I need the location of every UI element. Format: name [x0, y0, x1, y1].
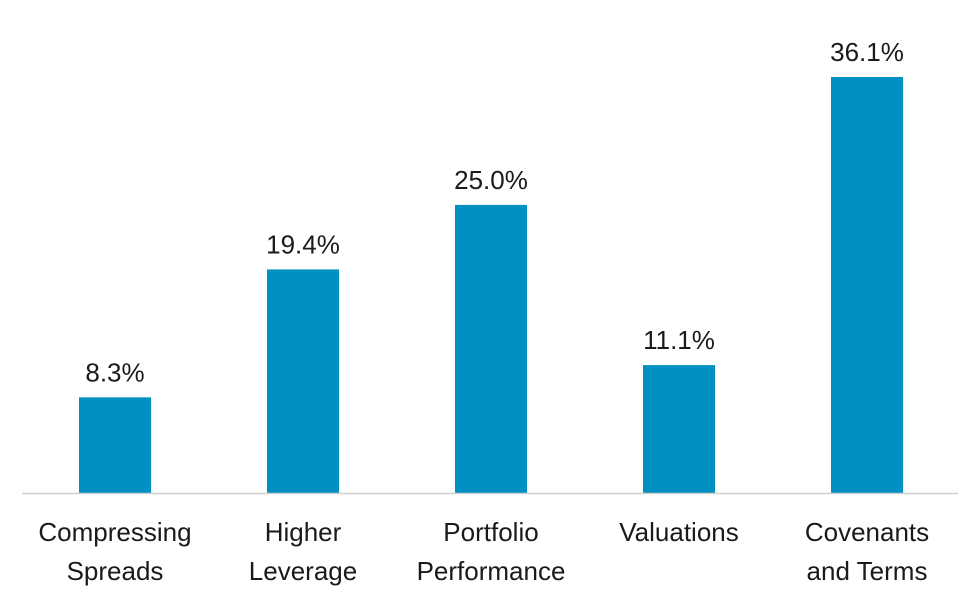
category-label-line: Performance — [417, 556, 566, 586]
category-label-line: Valuations — [619, 517, 739, 547]
category-label-valuations: Valuations — [619, 517, 739, 547]
category-label-portfolio-performance: Portfolio Performance — [417, 517, 566, 586]
value-label-covenants-and-terms: 36.1% — [830, 37, 904, 67]
category-label-line: Compressing — [38, 517, 191, 547]
category-label-higher-leverage: Higher Leverage — [249, 517, 357, 586]
category-label-line: Spreads — [67, 556, 164, 586]
value-label-compressing-spreads: 8.3% — [85, 357, 144, 387]
bars-layer — [79, 77, 903, 493]
category-label-line: Higher — [265, 517, 342, 547]
category-labels-layer: Compressing Spreads Higher Leverage Portfoli… — [38, 517, 929, 586]
category-label-covenants-and-terms: Covenants and Terms — [805, 517, 929, 586]
category-label-line: Leverage — [249, 556, 357, 586]
bar-compressing-spreads — [79, 397, 151, 493]
category-label-compressing-spreads: Compressing Spreads — [38, 517, 191, 586]
bar-portfolio-performance — [455, 204, 527, 493]
category-label-line: and Terms — [807, 556, 928, 586]
bar-valuations — [643, 365, 715, 493]
bar-higher-leverage — [267, 269, 339, 493]
bar-covenants-and-terms — [831, 77, 903, 493]
value-label-portfolio-performance: 25.0% — [454, 165, 528, 195]
value-label-higher-leverage: 19.4% — [266, 229, 340, 259]
category-label-line: Portfolio — [443, 517, 538, 547]
value-label-valuations: 11.1% — [643, 325, 715, 355]
category-label-line: Covenants — [805, 517, 929, 547]
value-labels-layer: 8.3% 19.4% 25.0% 11.1% 36.1% — [85, 37, 904, 387]
